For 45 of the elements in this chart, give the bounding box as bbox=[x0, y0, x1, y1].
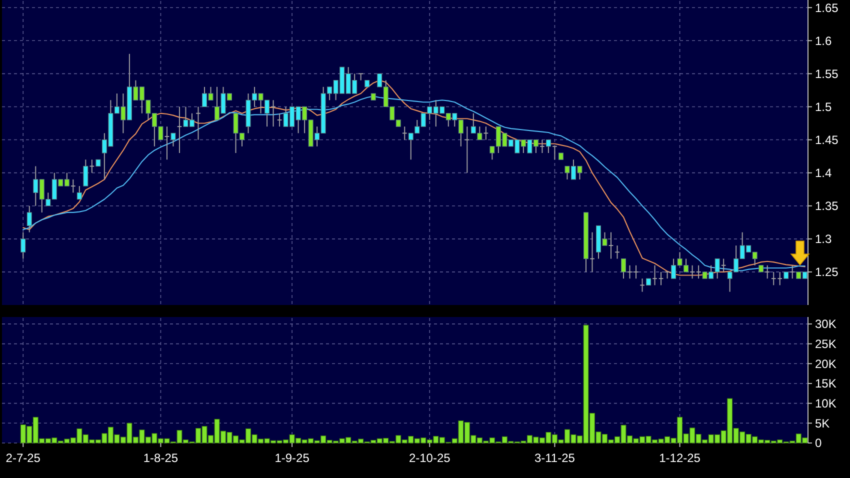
candlestick bbox=[358, 73, 364, 81]
candlestick bbox=[464, 126, 470, 174]
y-tick-label: 1.55 bbox=[815, 66, 839, 81]
y-tick-label: 30K bbox=[815, 317, 836, 332]
candlestick bbox=[89, 159, 95, 174]
candlestick bbox=[20, 232, 26, 260]
candlestick bbox=[720, 258, 726, 272]
y-tick-label: 1.4 bbox=[815, 166, 832, 180]
candlestick bbox=[70, 178, 76, 194]
candlestick bbox=[402, 126, 408, 140]
candlestick bbox=[664, 271, 670, 280]
y-tick-label: 0 bbox=[815, 436, 822, 450]
x-tick-label: 3-11-25 bbox=[534, 451, 576, 465]
candlestick bbox=[627, 264, 632, 280]
candlestick bbox=[690, 264, 695, 280]
candlestick bbox=[270, 100, 276, 128]
x-tick-label: 1-9-25 bbox=[274, 451, 310, 465]
y-tick-label: 1.5 bbox=[815, 100, 832, 114]
x-tick-label: 2-7-25 bbox=[6, 451, 41, 465]
y-tick-label: 20K bbox=[815, 356, 836, 371]
candlestick bbox=[552, 146, 558, 160]
y-tick-label: 10K bbox=[815, 396, 836, 411]
y-tick-label: 1.65 bbox=[815, 0, 839, 15]
x-tick-label: 2-10-25 bbox=[408, 451, 451, 465]
y-tick-label: 1.35 bbox=[815, 199, 839, 214]
y-tick-label: 1.3 bbox=[815, 232, 832, 246]
y-tick-label: 5K bbox=[815, 416, 830, 430]
y-tick-label: 1.6 bbox=[815, 34, 832, 48]
candlestick bbox=[640, 278, 645, 292]
y-tick-label: 1.45 bbox=[815, 132, 839, 147]
candlestick bbox=[540, 139, 545, 154]
candlestick bbox=[764, 264, 770, 280]
x-tick-label: 1-12-25 bbox=[659, 451, 701, 465]
y-tick-label: 25K bbox=[815, 336, 836, 351]
candlestick bbox=[590, 232, 595, 272]
candlestick bbox=[26, 205, 32, 233]
candlestick bbox=[790, 264, 796, 280]
candlestick bbox=[76, 186, 82, 200]
candlestick bbox=[196, 106, 201, 140]
x-tick-label: 1-8-25 bbox=[143, 451, 178, 465]
candlestick bbox=[614, 245, 620, 260]
y-tick-label: 1.25 bbox=[815, 265, 839, 280]
y-tick-label: 15K bbox=[815, 376, 836, 391]
candlestick bbox=[483, 126, 489, 140]
candlestick bbox=[652, 264, 658, 286]
